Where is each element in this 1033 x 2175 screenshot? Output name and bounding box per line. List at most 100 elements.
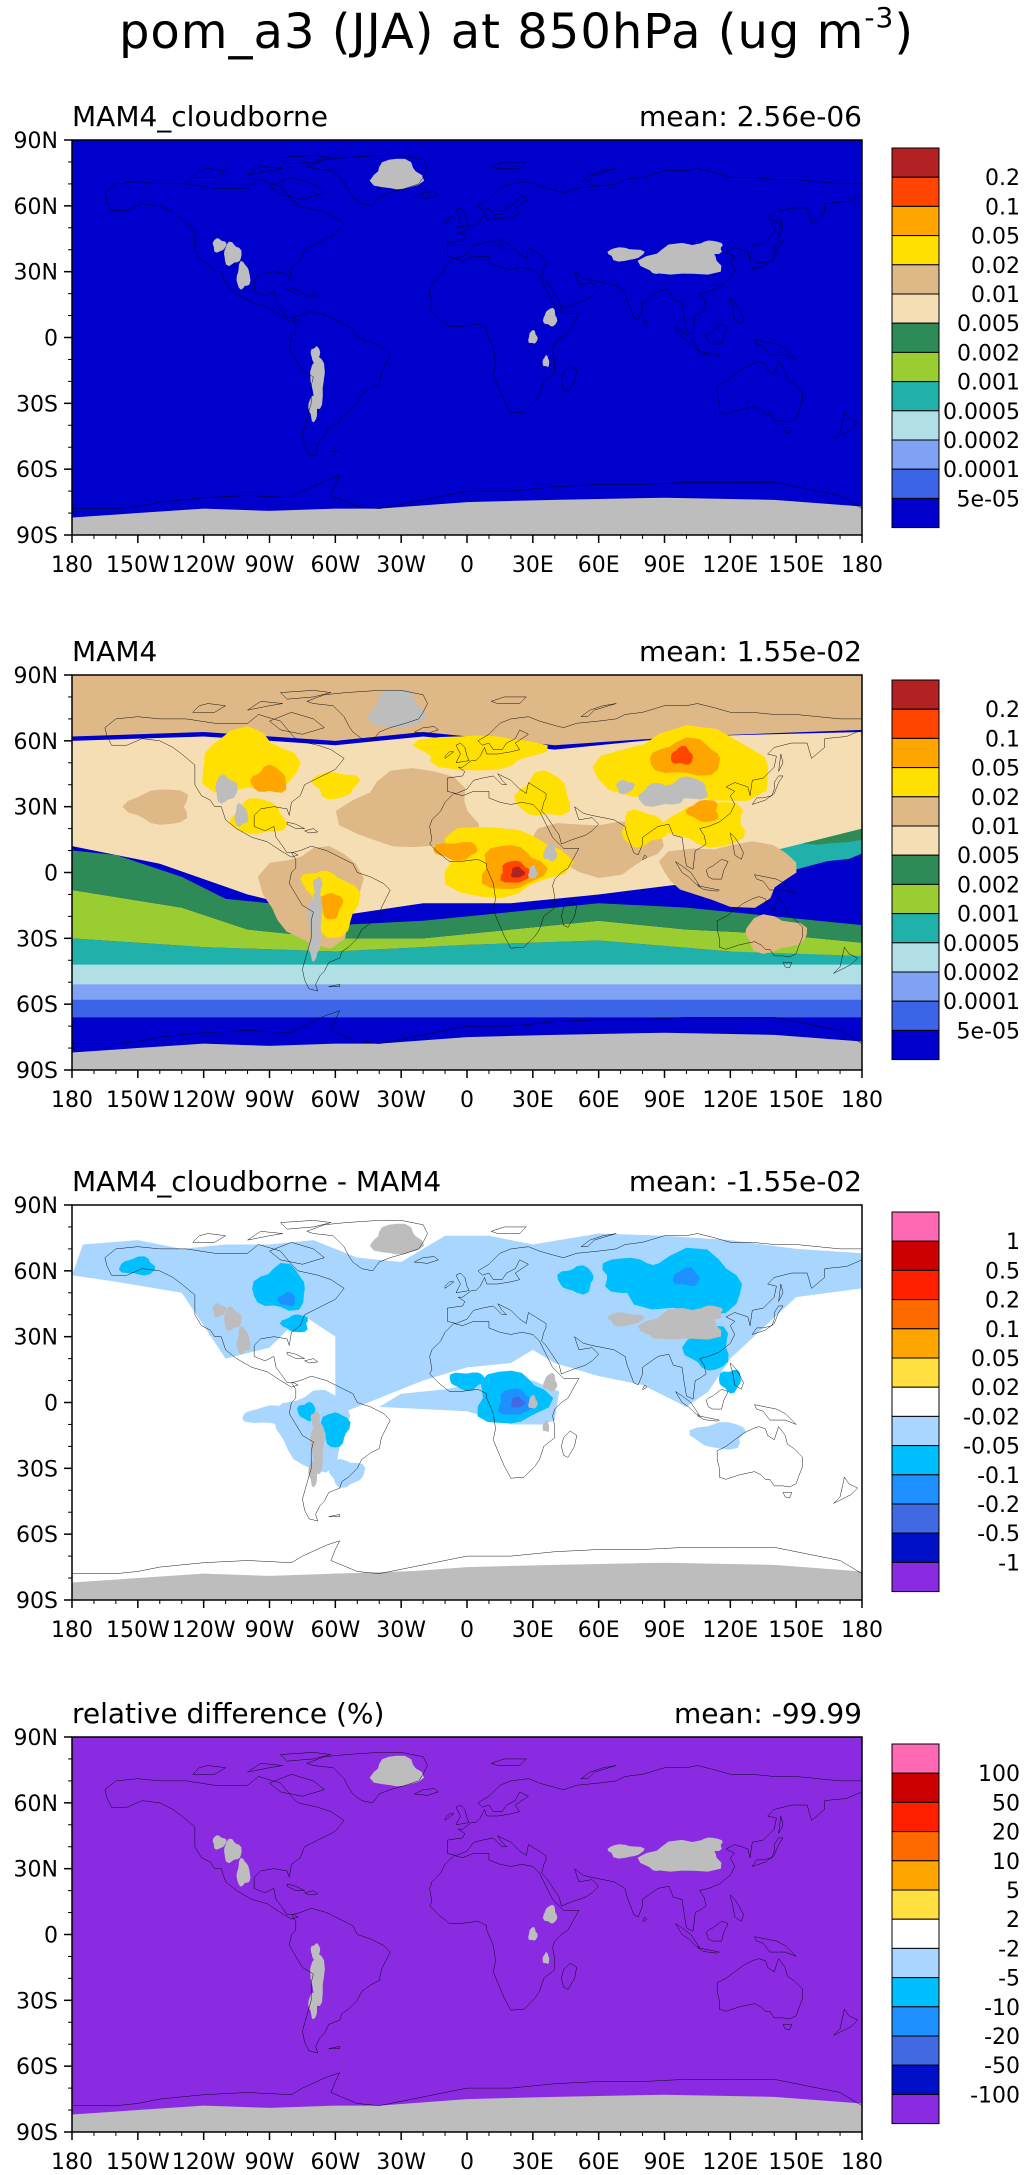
lon-tick-label: 0 bbox=[460, 1618, 474, 1643]
colorbar-box bbox=[891, 1328, 940, 1359]
lat-tick-label: 60S bbox=[16, 458, 58, 483]
colorbar-label: 0.05 bbox=[971, 225, 1020, 250]
lon-tick-label: 30W bbox=[376, 1618, 426, 1643]
colorbar-label: -0.02 bbox=[963, 1405, 1020, 1430]
lat-tick-label: 90S bbox=[16, 2121, 58, 2146]
panel-4-map bbox=[72, 1737, 862, 2132]
colorbar-box bbox=[891, 293, 940, 324]
colorbar-label: 10 bbox=[992, 1850, 1020, 1875]
colorbar-box bbox=[891, 439, 940, 470]
lon-tick-label: 0 bbox=[460, 2150, 474, 2175]
colorbar-box bbox=[891, 737, 940, 769]
colorbar-label: 0.02 bbox=[971, 1376, 1020, 1401]
colorbar-box bbox=[891, 381, 940, 412]
colorbar-box bbox=[891, 883, 940, 915]
lon-tick-label: 90E bbox=[644, 553, 686, 578]
colorbar-box bbox=[891, 1445, 940, 1476]
lon-tick-label: 0 bbox=[460, 553, 474, 578]
panel-3-mean: mean: -1.55e-02 bbox=[629, 1165, 862, 1198]
lon-tick-label: 120W bbox=[172, 2150, 236, 2175]
lon-tick-label: 60E bbox=[578, 1088, 620, 1113]
lon-tick-label: 90E bbox=[644, 1618, 686, 1643]
colorbar-box bbox=[891, 1357, 940, 1388]
colorbar-box bbox=[891, 1503, 940, 1534]
panel-2-map bbox=[72, 675, 862, 1070]
panel-4-name: relative difference (%) bbox=[72, 1697, 384, 1730]
colorbar-label: -10 bbox=[984, 1996, 1020, 2021]
lat-tick-label: 90S bbox=[16, 1059, 58, 1084]
lat-tick-label: 30S bbox=[16, 1457, 58, 1482]
colorbar-box bbox=[891, 351, 940, 383]
colorbar-label: 0.0001 bbox=[943, 990, 1020, 1015]
lon-tick-label: 120W bbox=[172, 553, 236, 578]
lon-tick-label: 180 bbox=[51, 553, 93, 578]
panel-2-mean: mean: 1.55e-02 bbox=[639, 635, 862, 668]
colorbar-box bbox=[891, 1889, 940, 1920]
colorbar-box bbox=[891, 1299, 940, 1330]
lat-tick-label: 90N bbox=[14, 129, 58, 154]
colorbar-label: -0.5 bbox=[977, 1522, 1020, 1547]
colorbar-box bbox=[891, 1240, 940, 1271]
colorbar-label: 0.2 bbox=[985, 1289, 1020, 1314]
colorbar-label: 0.05 bbox=[971, 1347, 1020, 1372]
colorbar-label: 50 bbox=[992, 1791, 1020, 1816]
lat-tick-label: 60S bbox=[16, 2055, 58, 2080]
colorbar-box bbox=[891, 1000, 940, 1031]
colorbar-label: 0.0001 bbox=[943, 458, 1020, 483]
colorbar-box bbox=[891, 942, 940, 973]
lon-tick-label: 30E bbox=[512, 1618, 554, 1643]
colorbar-box bbox=[891, 796, 940, 827]
colorbar-box bbox=[891, 468, 940, 499]
lat-tick-label: 90N bbox=[14, 1726, 58, 1751]
colorbar-box bbox=[891, 264, 940, 295]
lon-tick-label: 180 bbox=[51, 1088, 93, 1113]
lat-tick-label: 30N bbox=[14, 1326, 58, 1351]
colorbar-label: 0.01 bbox=[971, 815, 1020, 840]
lat-tick-label: 60N bbox=[14, 1260, 58, 1285]
lat-tick-label: 90N bbox=[14, 664, 58, 689]
lat-tick-label: 90S bbox=[16, 1589, 58, 1614]
colorbar-label: -0.1 bbox=[977, 1464, 1020, 1489]
colorbar-label: 0.2 bbox=[985, 698, 1020, 723]
lon-tick-label: 150W bbox=[106, 1088, 170, 1113]
colorbar-box bbox=[891, 971, 940, 1002]
colorbar-label: 0.0005 bbox=[943, 400, 1020, 425]
lon-tick-label: 150W bbox=[106, 2150, 170, 2175]
lon-tick-label: 90W bbox=[245, 2150, 295, 2175]
lon-tick-label: 120E bbox=[702, 553, 758, 578]
colorbar-box bbox=[891, 913, 940, 944]
colorbar-label: 2 bbox=[1006, 1908, 1020, 1933]
colorbar-label: 0.1 bbox=[985, 1318, 1020, 1343]
colorbar-label: 0.05 bbox=[971, 757, 1020, 782]
colorbar-box bbox=[891, 1860, 940, 1891]
panel-4-mean: mean: -99.99 bbox=[674, 1697, 862, 1730]
colorbar-box bbox=[891, 1918, 940, 1949]
lon-tick-label: 90E bbox=[644, 1088, 686, 1113]
colorbar-label: 0.02 bbox=[971, 254, 1020, 279]
colorbar-label: 0.0002 bbox=[943, 961, 1020, 986]
colorbar-box bbox=[891, 2093, 940, 2125]
colorbar-label: -100 bbox=[970, 2083, 1020, 2108]
lon-tick-label: 120E bbox=[702, 2150, 758, 2175]
lon-tick-label: 30W bbox=[376, 553, 426, 578]
lat-tick-label: 0 bbox=[44, 327, 58, 352]
colorbar-box bbox=[891, 1831, 940, 1862]
panel-1-map bbox=[72, 140, 862, 535]
colorbar-box bbox=[891, 679, 940, 710]
lat-tick-label: 30S bbox=[16, 927, 58, 952]
lon-tick-label: 120W bbox=[172, 1618, 236, 1643]
colorbar-label: -0.05 bbox=[963, 1435, 1020, 1460]
lon-tick-label: 120E bbox=[702, 1088, 758, 1113]
lon-tick-label: 60W bbox=[310, 1618, 360, 1643]
lon-tick-label: 60W bbox=[310, 1088, 360, 1113]
lon-tick-label: 30E bbox=[512, 2150, 554, 2175]
lon-tick-label: 150E bbox=[768, 2150, 824, 2175]
lon-tick-label: 180 bbox=[841, 2150, 883, 2175]
colorbar-box bbox=[891, 767, 940, 798]
lon-tick-label: 0 bbox=[460, 1088, 474, 1113]
lat-tick-label: 30N bbox=[14, 796, 58, 821]
colorbar-label: 0.01 bbox=[971, 283, 1020, 308]
panel-3-colorbar: 1 0.5 0.2 0.1 0.05 0.02 -0.02 -0.05 -0.1 -0.2 -0.5… bbox=[891, 1211, 1020, 1593]
colorbar-label: 0.005 bbox=[957, 312, 1020, 337]
colorbar-box bbox=[891, 1386, 940, 1417]
